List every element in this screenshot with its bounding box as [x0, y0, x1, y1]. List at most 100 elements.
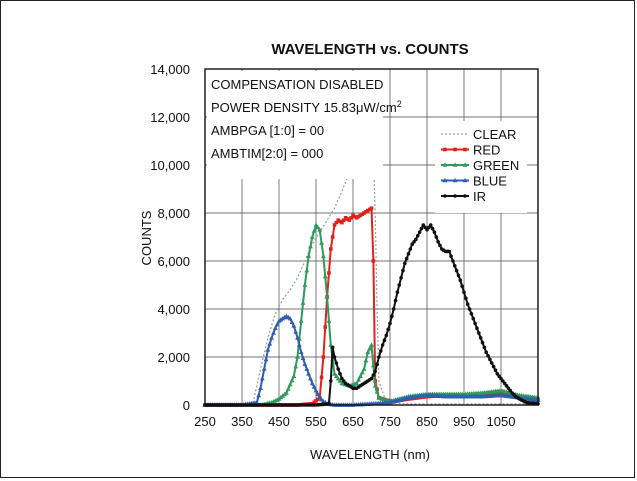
legend-item-red: RED — [441, 143, 500, 158]
ir-point — [449, 254, 453, 258]
ir-point — [373, 369, 378, 374]
blue-point — [256, 392, 262, 398]
ir-point — [467, 307, 472, 311]
legend-item-clear: CLEAR — [441, 127, 516, 142]
blue-point — [300, 355, 306, 360]
green-point — [293, 364, 299, 369]
green-point — [333, 373, 339, 378]
annotation-line-2-sup: 2 — [397, 99, 402, 109]
green-point — [322, 274, 328, 279]
blue-point — [293, 329, 299, 334]
legend-marker-ir — [463, 194, 467, 198]
ir-point — [475, 326, 479, 331]
x-axis-label: WAVELENGTH (nm) — [310, 447, 430, 462]
ir-point — [391, 307, 396, 311]
green-point — [337, 378, 343, 383]
red-point — [347, 218, 352, 222]
ir-point — [403, 261, 407, 266]
ir-point — [408, 247, 413, 251]
y-tick-label: 4,000 — [157, 302, 190, 317]
y-tick-label: 2,000 — [157, 350, 190, 365]
red-point — [367, 207, 372, 212]
red-point — [319, 375, 324, 380]
annotation-line-2-main: POWER DENSITY 15.83μW/cm — [211, 100, 397, 115]
red-point — [353, 214, 357, 219]
green-point — [289, 377, 295, 383]
blue-point — [271, 330, 276, 335]
annotation-line-1: COMPENSATION DISABLED — [211, 77, 383, 92]
x-tick-label: 250 — [194, 414, 216, 429]
green-point — [300, 300, 306, 305]
legend-marker-green — [452, 162, 458, 167]
x-tick-label: 950 — [453, 414, 475, 429]
legend-marker-blue — [442, 177, 448, 183]
green-point — [358, 373, 363, 378]
green-point — [369, 342, 374, 347]
y-tick-label: 10,000 — [150, 158, 190, 173]
green-point — [367, 346, 373, 351]
legend-item-green: GREEN — [441, 158, 519, 173]
green-point — [306, 253, 311, 258]
legend-marker-ir — [453, 194, 457, 198]
green-point — [370, 362, 376, 368]
ir-point — [465, 302, 470, 307]
blue-point — [296, 342, 302, 347]
ir-point — [377, 355, 381, 359]
x-tick-labels: 250 350 450 550 650 750 850 950 1050 — [194, 414, 515, 429]
legend-item-blue: BLUE — [441, 174, 507, 189]
green-point — [363, 358, 369, 363]
blue-point — [254, 400, 260, 405]
red-point — [360, 212, 365, 216]
green-point — [287, 382, 293, 387]
blue-point — [258, 385, 263, 390]
y-tick-label: 8,000 — [157, 206, 190, 221]
red-point — [358, 213, 363, 218]
legend-label-green: GREEN — [473, 158, 519, 173]
green-point — [359, 370, 365, 375]
ir-point — [397, 283, 402, 287]
ir-point — [478, 336, 483, 340]
x-tick-label: 650 — [342, 414, 364, 429]
green-point — [285, 386, 291, 391]
x-tick-label: 750 — [379, 414, 401, 429]
green-point — [356, 377, 361, 382]
blue-point — [295, 335, 300, 340]
ir-point — [414, 237, 418, 242]
green-point — [313, 222, 319, 227]
ir-point — [436, 240, 440, 244]
red-point — [364, 210, 368, 214]
blue-point — [289, 319, 295, 324]
ir-point — [388, 321, 392, 326]
ir-point — [452, 264, 457, 268]
annotation-line-2: POWER DENSITY 15.83μW/cm2 — [211, 99, 402, 115]
ir-point — [430, 226, 435, 231]
ir-point — [338, 372, 342, 376]
green-point — [321, 253, 326, 258]
x-tick-label: 350 — [231, 414, 253, 429]
legend-marker-green — [442, 162, 448, 167]
annotation-line-4: AMBTIM[2:0] = 000 — [211, 146, 323, 161]
blue-point — [308, 376, 313, 381]
y-tick-label: 14,000 — [150, 62, 190, 77]
ir-point — [371, 373, 376, 377]
ir-point — [447, 249, 452, 254]
plot-border — [204, 68, 539, 406]
ir-point — [332, 355, 337, 359]
green-point — [326, 318, 332, 323]
red-point — [343, 216, 348, 220]
red-point — [340, 220, 344, 225]
green-point — [374, 389, 380, 394]
ir-point — [451, 259, 455, 263]
ir-point — [382, 338, 387, 343]
blue-point — [259, 376, 265, 381]
blue-point — [298, 349, 304, 354]
red-point — [369, 206, 374, 210]
red-point — [338, 219, 342, 224]
green-point — [365, 349, 371, 354]
legend-label-blue: BLUE — [473, 174, 507, 189]
ir-point — [399, 276, 403, 280]
ir-point — [393, 298, 398, 303]
blue-point — [263, 356, 269, 362]
